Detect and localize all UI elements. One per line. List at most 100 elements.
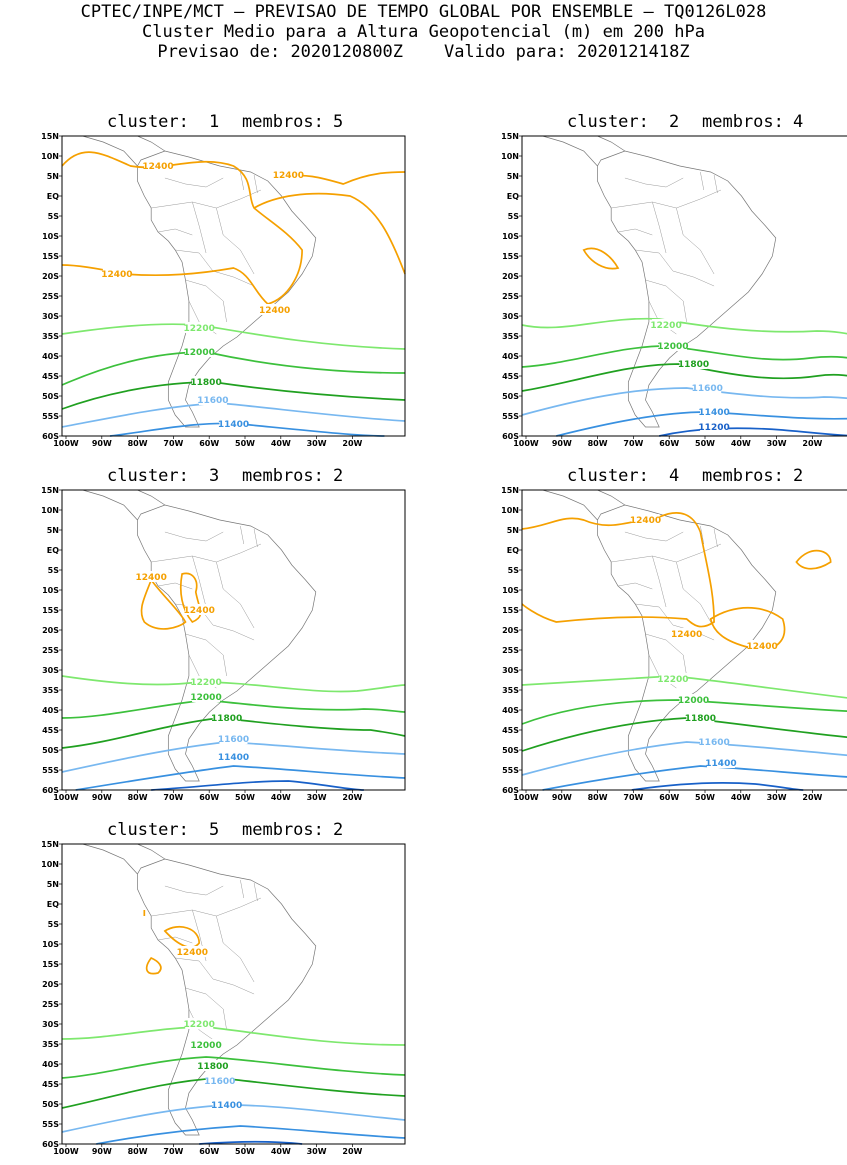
contour-label-bg — [137, 571, 166, 582]
lat-label: 15N — [501, 132, 519, 141]
country-border — [645, 280, 686, 322]
contour-line-12400 — [141, 580, 185, 629]
contour-label: 12000 — [184, 348, 215, 358]
country-border — [652, 202, 666, 253]
lon-label: 100W — [513, 793, 539, 802]
lat-label: 40S — [42, 1060, 59, 1069]
contour-line-12200 — [62, 1027, 405, 1045]
contour-line-12400 — [147, 958, 161, 974]
country-border — [625, 532, 683, 541]
contour-label: 12400 — [630, 516, 661, 526]
contour-line-12400 — [62, 152, 302, 304]
cluster-panel-2: cluster: 2 membros: 4 15N 10N 5N EQ 5S 10S 15S 20S 2… — [480, 112, 847, 457]
panel-title: cluster: 1 membros: 5 — [20, 112, 420, 136]
map-svg: 15N 10N 5N EQ 5S 10S 15S 20S 25S 30S 35S 40S 45S 50S 5… — [20, 820, 420, 1165]
lat-label: 10N — [501, 152, 519, 161]
map-frame — [521, 135, 847, 437]
country-border — [635, 250, 714, 286]
country-border — [158, 583, 192, 589]
contour-line-12400 — [796, 551, 830, 569]
lat-label: 10N — [41, 152, 59, 161]
lat-label: 5N — [507, 526, 519, 535]
cluster-panel-4: cluster: 4 membros: 2 15N 10N 5N EQ 5S 10S 15S 20S 2… — [480, 466, 847, 811]
lat-label: 15S — [42, 606, 59, 615]
contour-label: 11800 — [197, 1062, 228, 1072]
central-america-coast — [543, 490, 625, 520]
contour-line-11200 — [632, 783, 804, 790]
panel-title: cluster: 3 membros: 2 — [20, 466, 420, 490]
contour-label: 12400 — [273, 171, 304, 181]
lon-label: 60W — [199, 793, 219, 802]
lon-label: 80W — [588, 793, 608, 802]
panel-title: cluster: 4 membros: 2 — [480, 466, 847, 490]
contour-label-bg — [748, 640, 777, 651]
contour-line-12000 — [62, 352, 405, 385]
members-label: membros: — [242, 820, 324, 840]
country-border — [192, 202, 206, 253]
lat-label: 35S — [502, 332, 519, 341]
lat-label: 5N — [47, 172, 59, 181]
lat-label: 60S — [502, 786, 519, 795]
lon-label: 100W — [53, 1147, 79, 1156]
lat-label: 35S — [42, 332, 59, 341]
header-line-1: CPTEC/INPE/MCT – PREVISAO DE TEMPO GLOBA… — [80, 2, 767, 22]
lon-label: 90W — [92, 439, 112, 448]
lon-label: 40W — [271, 793, 291, 802]
country-border — [652, 556, 666, 607]
country-border — [240, 880, 257, 901]
contour-label-bg — [700, 736, 729, 747]
contour-label-bg — [185, 346, 214, 357]
contour-line-12000 — [62, 700, 405, 718]
lon-label: 30W — [767, 793, 787, 802]
coastline — [137, 859, 315, 1135]
lat-label: 55S — [42, 412, 59, 421]
lat-label: 45S — [42, 1080, 59, 1089]
contour-label: 12400 — [142, 162, 173, 172]
country-border — [700, 172, 717, 193]
contour-label-bg — [672, 628, 701, 639]
contour-label-bg — [219, 418, 248, 429]
lon-label: 60W — [199, 1147, 219, 1156]
lat-label: EQ — [47, 546, 59, 555]
lon-label: 50W — [695, 439, 715, 448]
contour-line-12400 — [254, 194, 405, 274]
cluster-panel-1: cluster: 1 membros: 5 15N 10N 5N EQ 5S 10S 15S 20S 2… — [20, 112, 420, 457]
contour-label-bg — [679, 694, 708, 705]
contour-label: 12200 — [190, 678, 221, 688]
lon-label: 20W — [802, 793, 822, 802]
contour-label-bg — [219, 751, 248, 762]
contour-label: 11800 — [190, 378, 221, 388]
lat-label: 10S — [502, 586, 519, 595]
contour-label: 11800 — [685, 714, 716, 724]
lon-label: 60W — [199, 439, 219, 448]
lon-label: 90W — [92, 1147, 112, 1156]
contour-label-bg — [144, 160, 173, 171]
contour-label-bg — [185, 604, 214, 615]
lon-label: 40W — [731, 439, 751, 448]
contour-label-bg — [185, 322, 214, 333]
contour-label: 12200 — [650, 321, 681, 331]
lat-label: 10S — [42, 232, 59, 241]
lon-label: 70W — [163, 1147, 183, 1156]
contour-line-12000 — [522, 346, 847, 367]
cluster-label: cluster: — [567, 112, 649, 132]
cluster-panel-5: cluster: 5 membros: 2 15N 10N 5N EQ 5S 10S 15S 20S 2… — [20, 820, 420, 1165]
lat-label: 15S — [42, 252, 59, 261]
lat-label: 5S — [48, 566, 60, 575]
contour-label: 11600 — [698, 738, 729, 748]
lat-label: 55S — [42, 1120, 59, 1129]
lon-label: 100W — [53, 439, 79, 448]
panel-title: cluster: 5 membros: 2 — [20, 820, 420, 844]
cluster-number: 3 — [209, 466, 220, 486]
lat-label: 60S — [42, 786, 59, 795]
cluster-number: 4 — [669, 466, 680, 486]
contour-label-bg — [260, 304, 289, 315]
lat-label: 50S — [42, 392, 59, 401]
contour-label-bg — [198, 394, 227, 405]
lat-label: 20S — [502, 626, 519, 635]
contour-label-bg — [686, 712, 715, 723]
contour-label-bg — [185, 1018, 214, 1029]
members-count: 2 — [333, 820, 344, 840]
lat-label: 40S — [502, 706, 519, 715]
country-border — [216, 916, 254, 982]
